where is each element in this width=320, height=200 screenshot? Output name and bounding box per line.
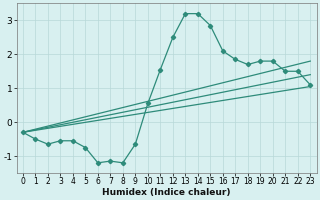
- X-axis label: Humidex (Indice chaleur): Humidex (Indice chaleur): [102, 188, 231, 197]
